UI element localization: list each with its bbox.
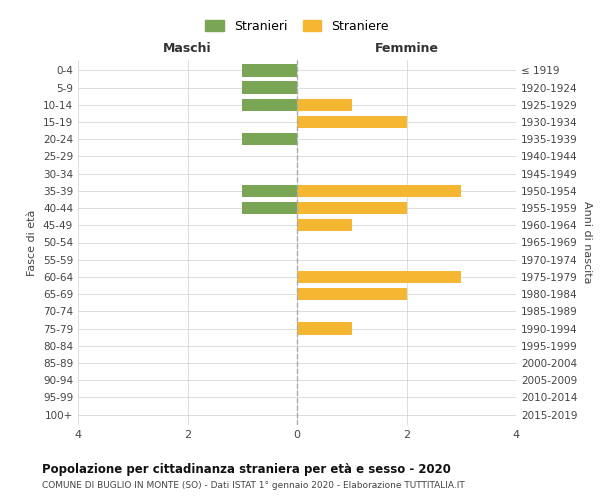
Bar xyxy=(242,64,297,76)
Bar xyxy=(297,202,407,214)
Text: Popolazione per cittadinanza straniera per età e sesso - 2020: Popolazione per cittadinanza straniera p… xyxy=(42,462,451,475)
Bar xyxy=(297,219,352,232)
Text: Maschi: Maschi xyxy=(163,42,212,55)
Bar xyxy=(297,322,352,335)
Bar xyxy=(242,82,297,94)
Text: Femmine: Femmine xyxy=(374,42,439,55)
Bar xyxy=(297,98,352,111)
Bar xyxy=(297,288,407,300)
Bar xyxy=(242,202,297,214)
Text: COMUNE DI BUGLIO IN MONTE (SO) - Dati ISTAT 1° gennaio 2020 - Elaborazione TUTTI: COMUNE DI BUGLIO IN MONTE (SO) - Dati IS… xyxy=(42,481,465,490)
Bar xyxy=(242,133,297,145)
Bar xyxy=(297,116,407,128)
Bar xyxy=(242,184,297,197)
Legend: Stranieri, Straniere: Stranieri, Straniere xyxy=(200,15,394,38)
Y-axis label: Fasce di età: Fasce di età xyxy=(28,210,37,276)
Bar xyxy=(297,184,461,197)
Bar xyxy=(297,270,461,283)
Y-axis label: Anni di nascita: Anni di nascita xyxy=(581,201,592,284)
Bar xyxy=(242,98,297,111)
